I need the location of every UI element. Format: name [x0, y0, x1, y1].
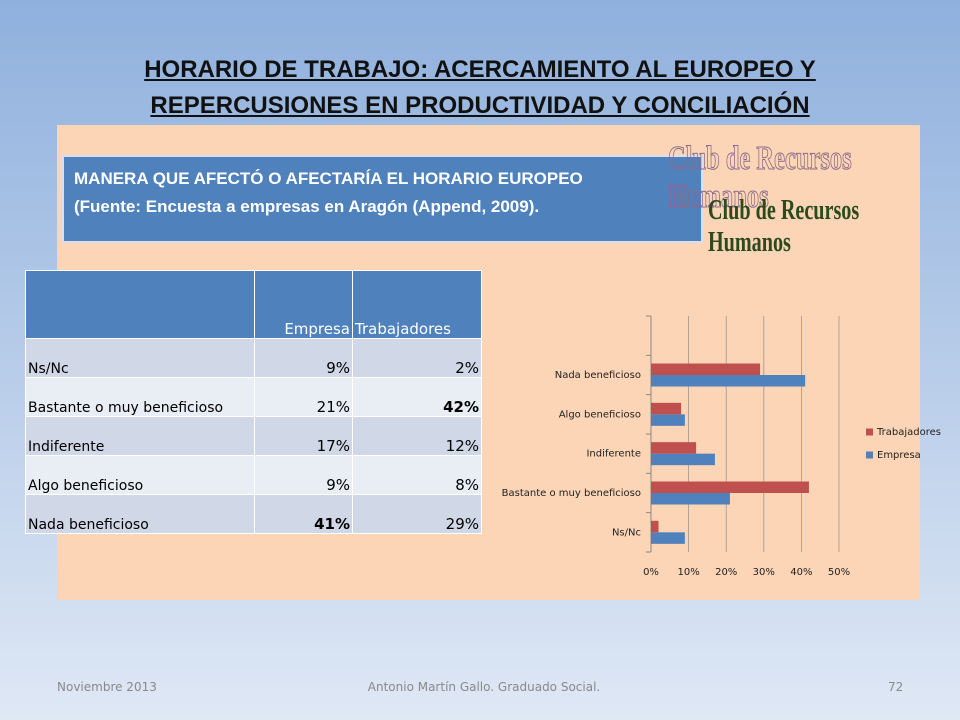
- bar: [651, 402, 682, 415]
- box-line: MANERA QUE AFECTÓ O AFECTARÍA EL HORARIO…: [74, 169, 583, 188]
- y-tick-label: Nada beneficioso: [555, 370, 641, 381]
- logo: Club de Recursos Humanos: [668, 140, 852, 216]
- title: HORARIO DE TRABAJO: ACERCAMIENTO AL EURO…: [144, 56, 816, 83]
- bar: [651, 520, 659, 533]
- bar: [651, 363, 761, 375]
- cell: Indiferente: [25, 416, 255, 456]
- legend-label: Empresa: [877, 450, 921, 461]
- cell: 2%: [352, 338, 482, 378]
- x-tick-label: 30%: [753, 567, 775, 578]
- cell: Ns/Nc: [25, 338, 255, 378]
- title: REPERCUSIONES EN PRODUCTIVIDAD Y CONCILI…: [150, 92, 810, 119]
- cell: 9%: [254, 338, 353, 378]
- y-tick-label: Indiferente: [586, 449, 641, 460]
- cell: 8%: [352, 455, 482, 495]
- bar: [651, 493, 730, 505]
- cell: Algo beneficioso: [25, 455, 255, 495]
- legend-label: Trabajadores: [876, 427, 941, 438]
- cell: [25, 270, 255, 339]
- cell: 12%: [352, 416, 482, 456]
- table: Empresa Trabajadores Ns/Nc 9% 2% Bastante o…: [25, 270, 482, 534]
- cell: 29%: [352, 494, 482, 534]
- footer-date: Noviembre 2013: [57, 680, 157, 694]
- header-cell: Empresa: [254, 270, 353, 339]
- y-tick-label: Ns/Nc: [612, 527, 641, 538]
- legend-swatch: [866, 451, 873, 459]
- x-tick-label: 0%: [643, 567, 659, 578]
- logo: Club de Recursos Humanos: [708, 195, 860, 258]
- bar: [651, 414, 685, 426]
- bar: [651, 453, 715, 466]
- footer-author: Antonio Martín Gallo. Graduado Social.: [367, 680, 601, 694]
- x-tick-label: 40%: [790, 567, 812, 578]
- box-line: (Fuente: Encuesta a empresas en Aragón (…: [74, 197, 540, 216]
- x-tick-label: 20%: [715, 567, 737, 578]
- x-tick-label: 50%: [828, 567, 850, 578]
- bar: [651, 442, 697, 454]
- cell: 17%: [254, 416, 353, 456]
- bar: [651, 375, 806, 387]
- header-box: MANERA QUE AFECTÓ O AFECTARÍA EL HORARIO…: [62, 155, 703, 243]
- legend-swatch: [866, 428, 873, 436]
- cell: Bastante o muy beneficioso: [25, 377, 255, 417]
- bar: [651, 532, 685, 544]
- header-cell: Trabajadores: [352, 270, 482, 339]
- footer-page: 72: [888, 680, 904, 694]
- cell: 41%: [254, 494, 353, 534]
- cell: Nada beneficioso: [25, 494, 255, 534]
- x-tick-label: 10%: [677, 567, 699, 578]
- cell: 42%: [352, 377, 482, 417]
- y-tick-label: Bastante o muy beneficioso: [502, 488, 641, 499]
- bar: [651, 481, 809, 493]
- cell: 21%: [254, 377, 353, 417]
- y-tick-label: Algo beneficioso: [559, 409, 641, 420]
